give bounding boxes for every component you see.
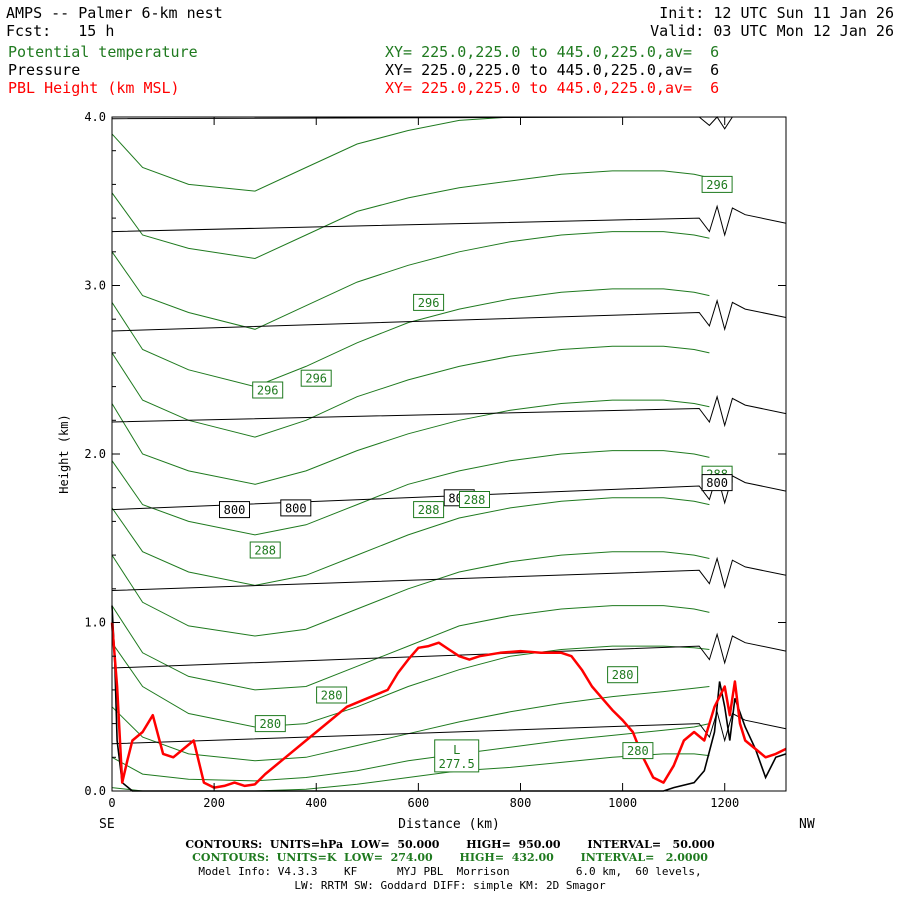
pressure-contour-line [111, 394, 787, 428]
theta-contour-line [111, 231, 710, 330]
contour-label-text: 288 [254, 544, 276, 558]
low-center-letter: L [453, 743, 460, 757]
x-axis-label: Distance (km) [398, 817, 500, 832]
contour-label: 288 [459, 491, 490, 508]
field-name-theta: Potential temperature [8, 43, 198, 61]
contour-label-text: 296 [418, 296, 440, 310]
theta-contour-line [111, 551, 710, 637]
footer-model-info: Model Info: V4.3.3 KF MYJ PBL Morrison 6… [198, 865, 702, 878]
contour-label-text: 280 [627, 744, 649, 758]
contour-label: 800 [219, 501, 250, 519]
contour-label-text: 800 [706, 476, 728, 490]
contour-label-text: 296 [706, 178, 728, 192]
contour-label: 288 [249, 541, 281, 559]
theta-contour-line [111, 345, 710, 438]
theta-contour-line [111, 686, 710, 762]
theta-contour-line [111, 497, 710, 586]
low-center-value: 277.5 [439, 757, 475, 771]
theta-contour-line [111, 288, 710, 388]
y-tick-label: 2.0 [84, 447, 106, 461]
x-tick-label: 1200 [710, 796, 739, 810]
x-axis-right-end: NW [799, 817, 815, 832]
contour-label: 800 [280, 499, 312, 517]
forecast-hour: Fcst: 15 h [6, 22, 115, 40]
contour-label: 296 [701, 175, 733, 193]
contour-label-text: 280 [321, 689, 343, 703]
footer-theta-contours: CONTOURS: UNITS=K LOW= 274.00 HIGH= 432.… [192, 851, 708, 864]
x-tick-label: 200 [203, 796, 225, 810]
contour-label: 296 [413, 293, 445, 311]
theta-contour-line [111, 399, 710, 485]
contour-label: 288 [413, 501, 445, 519]
x-tick-label: 800 [510, 796, 532, 810]
theta-contour-line [111, 116, 710, 192]
field-name-pbl: PBL Height (km MSL) [8, 79, 180, 97]
init-time: Init: 12 UTC Sun 11 Jan 26 [659, 4, 894, 22]
contour-labels: 2962962962968008008002882882882888002802… [219, 175, 733, 773]
theta-contour-line [111, 170, 710, 260]
contour-label: 280 [254, 715, 286, 733]
contour-label-text: 288 [418, 503, 440, 517]
contour-label-text: 280 [612, 668, 634, 682]
pressure-contour-line [111, 298, 787, 332]
contour-label: 800 [701, 474, 733, 492]
pressure-contour-line [111, 556, 787, 591]
contour-label: 280 [316, 686, 348, 704]
pbl-height-series [110, 622, 787, 789]
y-axis-label: Height (km) [57, 414, 71, 493]
pbl-height-line [110, 622, 787, 789]
cross-section-chart: 2962962962968008008002882882882888002802… [57, 110, 815, 832]
terrain-outline [111, 605, 787, 792]
y-tick-label: 4.0 [84, 110, 106, 124]
contour-label: 280 [622, 742, 654, 760]
theta-contour-line [111, 723, 710, 782]
pressure-contour-line [111, 632, 787, 669]
contour-label-text: 800 [285, 501, 307, 515]
contour-label: 280 [607, 666, 639, 684]
footer-physics: LW: RRTM SW: Goddard DIFF: simple KM: 2D… [294, 879, 606, 892]
y-tick-label: 1.0 [84, 616, 106, 630]
field-xy-pressure: XY= 225.0,225.0 to 445.0,225.0,av= 6 [385, 61, 720, 79]
contour-label-text: 296 [257, 384, 279, 398]
field-xy-pbl: XY= 225.0,225.0 to 445.0,225.0,av= 6 [385, 79, 720, 97]
contour-label-text: 280 [259, 717, 281, 731]
contour-label-text: 800 [224, 503, 246, 517]
field-name-pressure: Pressure [8, 61, 81, 79]
y-tick-label: 3.0 [84, 279, 106, 293]
x-tick-label: 400 [305, 796, 327, 810]
contour-label: 296 [300, 369, 332, 387]
chart-title: AMPS -- Palmer 6-km nest [6, 4, 223, 22]
contour-label-text: 296 [305, 372, 327, 386]
theta-contour-line [111, 605, 710, 691]
y-tick-label: 0.0 [84, 784, 106, 798]
field-xy-theta: XY= 225.0,225.0 to 445.0,225.0,av= 6 [385, 43, 720, 61]
theta-contour-line [111, 450, 710, 536]
theta-contour-line [111, 642, 710, 728]
valid-time: Valid: 03 UTC Mon 12 Jan 26 [650, 22, 894, 40]
terrain-line [111, 605, 787, 792]
x-axis-left-end: SE [99, 817, 115, 832]
theta-contours [111, 116, 710, 792]
x-tick-label: 0 [108, 796, 115, 810]
x-tick-label: 600 [408, 796, 430, 810]
footer-pressure-contours: CONTOURS: UNITS=hPa LOW= 50.000 HIGH= 95… [185, 838, 715, 851]
pressure-contour-line [111, 204, 787, 237]
contour-label: 296 [252, 381, 284, 399]
axes: 0 200 400 600 800 1000 1200 0.0 1.0 2.0 3.0 4.0 [84, 110, 786, 810]
x-tick-label: 1000 [608, 796, 637, 810]
contour-label-text: 288 [464, 493, 486, 507]
